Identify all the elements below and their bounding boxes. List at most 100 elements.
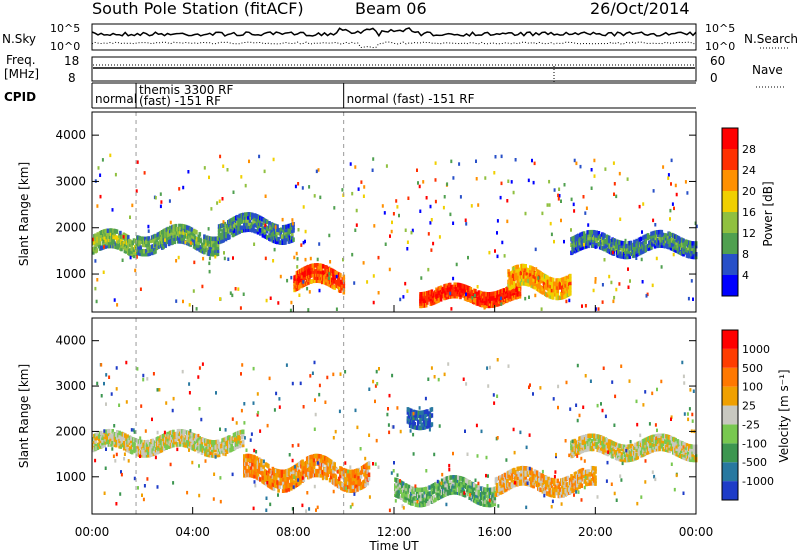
echo-cell bbox=[291, 218, 294, 222]
echo-cell bbox=[569, 280, 572, 286]
echo-cell bbox=[682, 238, 685, 243]
echo-cell bbox=[553, 188, 556, 192]
echo-cell bbox=[261, 471, 264, 476]
echo-cell bbox=[182, 233, 186, 238]
echo-cell bbox=[94, 245, 97, 251]
echo-cell bbox=[602, 436, 605, 441]
echo-cell bbox=[472, 483, 476, 488]
echo-cell bbox=[689, 452, 692, 457]
echo-cell bbox=[527, 178, 530, 183]
echo-cell bbox=[491, 490, 494, 495]
echo-cell bbox=[292, 225, 295, 230]
nave-tick-top: 60 bbox=[710, 54, 725, 68]
echo-cell bbox=[618, 448, 621, 454]
echo-cell bbox=[118, 239, 121, 244]
echo-cell bbox=[162, 235, 165, 240]
echo-cell bbox=[141, 236, 145, 241]
echo-cell bbox=[653, 436, 657, 442]
echo-cell bbox=[475, 484, 478, 489]
echo-cell bbox=[321, 264, 325, 269]
echo-cell bbox=[149, 442, 152, 447]
echo-cell bbox=[319, 473, 323, 478]
echo-cell bbox=[182, 299, 184, 304]
echo-cell bbox=[341, 188, 344, 192]
echo-cell bbox=[272, 486, 276, 491]
echo-cell bbox=[621, 249, 625, 254]
echo-cell bbox=[92, 250, 95, 255]
echo-cell bbox=[267, 471, 270, 476]
echo-cell bbox=[363, 468, 366, 473]
echo-cell bbox=[200, 445, 204, 450]
echo-cell bbox=[475, 493, 478, 498]
echo-cell bbox=[122, 440, 126, 446]
echo-cell bbox=[500, 302, 503, 306]
echo-cell bbox=[125, 243, 129, 249]
echo-cell bbox=[423, 415, 427, 421]
echo-cell bbox=[216, 251, 220, 256]
echo-cell bbox=[573, 158, 576, 163]
echo-cell bbox=[181, 439, 184, 445]
echo-cell bbox=[147, 236, 150, 241]
echo-cell bbox=[577, 482, 580, 487]
echo-cell bbox=[175, 233, 179, 238]
echo-cell bbox=[507, 473, 510, 479]
echo-cell bbox=[518, 284, 522, 290]
echo-cell bbox=[416, 419, 420, 425]
echo-cell bbox=[622, 455, 626, 460]
echo-cell bbox=[623, 452, 627, 457]
echo-cell bbox=[224, 236, 228, 242]
echo-cell bbox=[454, 490, 458, 495]
echo-cell bbox=[419, 419, 422, 425]
echo-cell bbox=[518, 294, 522, 299]
echo-cell bbox=[395, 199, 398, 203]
station-title: South Pole Station (fitACF) bbox=[92, 0, 304, 18]
echo-cell bbox=[460, 488, 463, 493]
echo-cell bbox=[321, 280, 323, 285]
echo-cell bbox=[593, 158, 596, 163]
echo-cell bbox=[410, 491, 413, 497]
echo-cell bbox=[310, 465, 314, 471]
echo-cell bbox=[406, 240, 409, 244]
echo-cell bbox=[502, 299, 506, 305]
echo-cell bbox=[640, 257, 643, 262]
echo-cell bbox=[442, 205, 445, 210]
echo-cell bbox=[607, 235, 611, 241]
echo-cell bbox=[580, 483, 584, 488]
echo-cell bbox=[333, 206, 336, 210]
echo-cell bbox=[513, 279, 516, 285]
echo-cell bbox=[174, 437, 177, 442]
echo-cell bbox=[522, 277, 525, 283]
echo-cell bbox=[495, 482, 499, 488]
echo-cell bbox=[550, 280, 554, 286]
echo-cell bbox=[524, 274, 527, 279]
echo-cell bbox=[185, 438, 189, 443]
echo-cell bbox=[158, 234, 162, 239]
echo-cell bbox=[147, 242, 150, 247]
echo-cell bbox=[371, 168, 374, 172]
echo-cell bbox=[530, 476, 533, 482]
echo-cell bbox=[583, 439, 587, 445]
noise-strip: N.Sky 10^5 10^0 N.Search 10^5 10^0 bbox=[2, 22, 798, 53]
echo-cell bbox=[581, 437, 585, 443]
echo-cell bbox=[476, 285, 479, 289]
echo-cell bbox=[261, 229, 264, 234]
echo-cell bbox=[301, 459, 304, 464]
echo-cell bbox=[199, 245, 203, 250]
echo-cell bbox=[308, 290, 311, 294]
echo-cell bbox=[537, 483, 540, 488]
echo-cell bbox=[689, 449, 692, 454]
echo-cell bbox=[650, 245, 653, 250]
echo-cell bbox=[220, 232, 223, 238]
echo-cell bbox=[265, 298, 268, 303]
echo-cell bbox=[546, 292, 549, 298]
echo-cell bbox=[198, 232, 202, 237]
echo-cell bbox=[142, 252, 146, 257]
nsearch-trace bbox=[91, 41, 697, 49]
echo-cell bbox=[120, 243, 123, 249]
echo-cell bbox=[627, 285, 630, 289]
echo-cell bbox=[622, 449, 626, 455]
echo-cell bbox=[506, 219, 509, 224]
echo-cell bbox=[174, 439, 177, 445]
echo-cell bbox=[377, 255, 380, 260]
echo-cell bbox=[651, 448, 654, 453]
